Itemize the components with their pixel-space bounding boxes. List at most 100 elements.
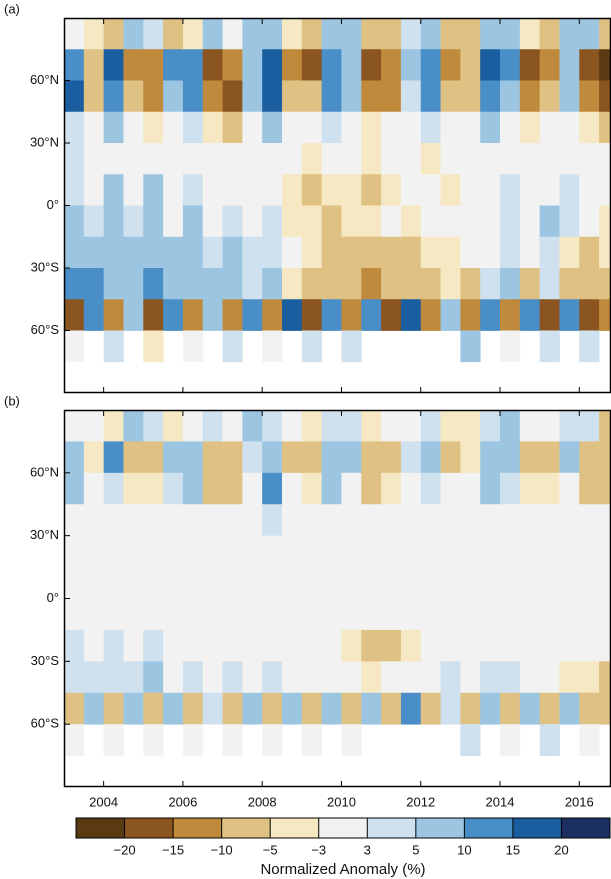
- heatmap-cell: [341, 330, 362, 363]
- heatmap-cell: [143, 236, 164, 269]
- heatmap-cell: [341, 629, 362, 662]
- heatmap-cell: [559, 143, 580, 175]
- heatmap-cell: [83, 410, 105, 442]
- heatmap-cell: [123, 535, 144, 568]
- heatmap-cell: [282, 18, 303, 50]
- heatmap-cell: [143, 598, 164, 631]
- heatmap-cell: [599, 268, 611, 300]
- heatmap-cell: [400, 143, 422, 175]
- heatmap-cell: [420, 18, 441, 50]
- heatmap-cell: [143, 49, 164, 81]
- heatmap-cell: [599, 18, 611, 50]
- heatmap-cell: [460, 629, 481, 662]
- heatmap-cell: [321, 535, 342, 568]
- heatmap-cell: [519, 598, 541, 631]
- heatmap-cell: [579, 236, 600, 269]
- heatmap-cell: [202, 504, 223, 537]
- heatmap-cell: [301, 236, 323, 269]
- heatmap-cell: [163, 567, 184, 599]
- heatmap-cell: [321, 80, 342, 113]
- heatmap-cell: [500, 410, 521, 442]
- heatmap-cell: [480, 299, 501, 331]
- heatmap-cell: [420, 629, 441, 662]
- heatmap-cell: [242, 692, 263, 725]
- heatmap-cell: [143, 629, 164, 662]
- heatmap-cell: [182, 535, 204, 568]
- heatmap-cell: [103, 174, 124, 206]
- heatmap-cell: [103, 661, 124, 694]
- heatmap-cell: [83, 268, 105, 300]
- heatmap-cell: [500, 236, 521, 269]
- heatmap-cell: [182, 472, 204, 505]
- heatmap-cell: [539, 268, 560, 300]
- heatmap-cell: [341, 299, 362, 331]
- heatmap-cell: [361, 472, 382, 505]
- heatmap-cell: [440, 174, 461, 206]
- heatmap-cell: [103, 598, 124, 631]
- heatmap-cell: [361, 49, 382, 81]
- heatmap-cell: [500, 18, 521, 50]
- colorbar-swatch: [464, 818, 513, 838]
- heatmap-cell: [500, 535, 521, 568]
- colorbar-tick-label: 10: [457, 842, 471, 857]
- heatmap-cell: [579, 567, 600, 599]
- heatmap-cell: [341, 80, 362, 113]
- heatmap-cell: [480, 567, 501, 599]
- heatmap-cell: [163, 504, 184, 537]
- heatmap-cell: [480, 692, 501, 725]
- heatmap-cell: [460, 504, 481, 537]
- heatmap-cell: [103, 724, 124, 756]
- heatmap-cell: [143, 299, 164, 331]
- heatmap-cell: [222, 236, 243, 269]
- heatmap-cell: [123, 567, 144, 599]
- heatmap-cell: [143, 143, 164, 175]
- heatmap-cell: [163, 410, 184, 442]
- heatmap-cell: [500, 49, 521, 81]
- heatmap-cell: [341, 724, 362, 756]
- heatmap-cell: [400, 18, 422, 50]
- heatmap-cell: [381, 143, 402, 175]
- heatmap-cell: [222, 692, 243, 725]
- y-tick-label: 60°S: [31, 716, 60, 731]
- heatmap-cell: [321, 299, 342, 331]
- heatmap-cell: [182, 567, 204, 599]
- heatmap-cell: [182, 661, 204, 694]
- heatmap-cell: [440, 143, 461, 175]
- heatmap-cell: [519, 111, 541, 144]
- heatmap-cell: [282, 268, 303, 300]
- heatmap-cell: [202, 692, 223, 725]
- heatmap-cell: [440, 299, 461, 331]
- heatmap-cell: [381, 299, 402, 331]
- heatmap-cell: [519, 268, 541, 300]
- heatmap-cell: [440, 18, 461, 50]
- heatmap-cell: [64, 598, 85, 631]
- heatmap-cell: [381, 111, 402, 144]
- heatmap-cell: [500, 692, 521, 725]
- heatmap-cell: [599, 236, 611, 269]
- heatmap-cell: [321, 268, 342, 300]
- heatmap-cell: [381, 410, 402, 442]
- heatmap-cell: [64, 330, 85, 363]
- heatmap-cell: [361, 629, 382, 662]
- heatmap-cell: [143, 330, 164, 363]
- heatmap-cell: [519, 18, 541, 50]
- heatmap-cell: [460, 111, 481, 144]
- heatmap-cell: [222, 629, 243, 662]
- heatmap-cell: [202, 441, 223, 474]
- heatmap-cell: [123, 692, 144, 725]
- heatmap-cell: [579, 299, 600, 331]
- colorbar-frame: [75, 817, 611, 839]
- heatmap-cell: [182, 441, 204, 474]
- heatmap-cell: [242, 535, 263, 568]
- heatmap-cell: [123, 174, 144, 206]
- heatmap-cell: [420, 174, 441, 206]
- heatmap-cell: [182, 504, 204, 537]
- heatmap-cell: [262, 236, 283, 269]
- colorbar-tick-label: 5: [412, 842, 419, 857]
- heatmap-cell: [579, 441, 600, 474]
- heatmap-cell: [262, 174, 283, 206]
- heatmap-cell: [83, 472, 105, 505]
- heatmap-cell: [222, 410, 243, 442]
- heatmap-cell: [579, 174, 600, 206]
- heatmap-cell: [202, 49, 223, 81]
